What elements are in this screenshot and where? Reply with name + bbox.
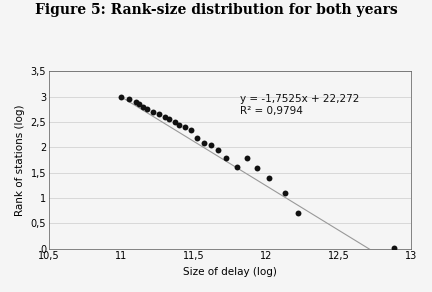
Point [244,156,251,161]
Point [161,115,168,119]
Point [176,122,183,127]
Point [181,125,188,129]
Point [132,99,139,104]
Point [222,156,229,161]
Point [282,191,289,195]
Point [118,94,125,99]
Point [390,245,397,250]
Point [193,136,200,140]
Point [140,105,146,109]
Point [208,142,215,147]
Point [200,141,207,146]
Point [165,117,172,122]
Point [234,164,241,169]
Y-axis label: Rank of stations (log): Rank of stations (log) [15,104,25,216]
Text: y = -1,7525x + 22,272
R² = 0,9794: y = -1,7525x + 22,272 R² = 0,9794 [240,94,359,116]
Text: Figure 5: Rank-size distribution for both years: Figure 5: Rank-size distribution for bot… [35,3,397,17]
Point [295,211,302,215]
Point [187,127,194,132]
Point [172,120,178,124]
Point [150,110,157,114]
Point [144,107,151,112]
Point [266,175,273,180]
X-axis label: Size of delay (log): Size of delay (log) [183,267,277,277]
Point [125,97,132,102]
Point [156,112,162,117]
Point [135,102,142,107]
Point [254,165,261,170]
Point [215,147,222,152]
